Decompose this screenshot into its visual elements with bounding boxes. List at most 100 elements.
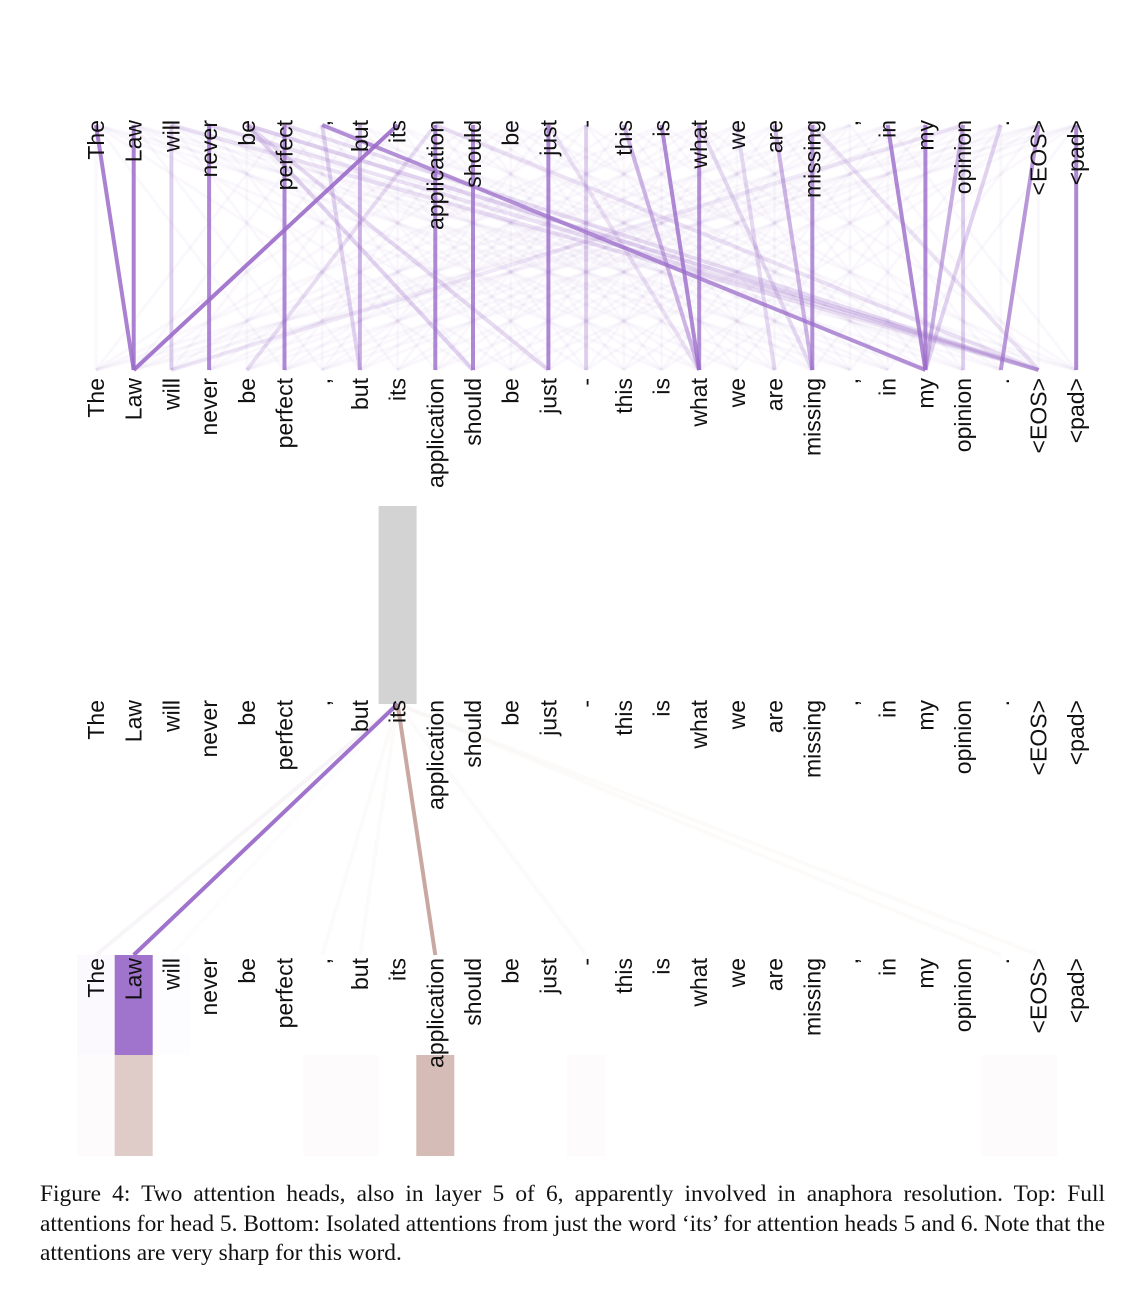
attention-weight-cells — [77, 955, 455, 1156]
bottom-key-token-19: missing — [799, 958, 825, 1036]
head6-weight-cell-0 — [77, 1055, 115, 1156]
attention-link-26 — [320, 124, 362, 371]
its-query-highlight — [378, 506, 417, 704]
top-target-token-19: missing — [799, 378, 825, 456]
attention-link-faint — [622, 124, 814, 371]
top-source-token-18: are — [762, 120, 788, 153]
attention-link-faint — [434, 123, 1002, 372]
top-source-token-22: my — [912, 120, 938, 151]
bottom-key-token-17: we — [724, 958, 750, 988]
attention-link-faint — [585, 123, 964, 372]
attention-link-faint — [547, 123, 927, 372]
bottom-query-token-24: . — [988, 700, 1014, 706]
attention-figure: The Law will never be perfect, but its applicati… — [77, 119, 1090, 1156]
top-source-token-14: this — [611, 120, 637, 156]
attention-link-faint — [283, 123, 851, 372]
top-source-token-20: , — [837, 120, 863, 126]
attention-link-faint — [660, 123, 1040, 372]
attention-link-faint — [132, 124, 324, 371]
top-target-token-18: are — [762, 378, 788, 411]
attention-link-faint — [547, 124, 739, 371]
attention-link-12 — [659, 124, 702, 371]
attention-link-faint — [133, 123, 700, 372]
top-target-token-21: in — [875, 378, 901, 396]
bottom-query-token-26: <pad> — [1063, 700, 1089, 765]
top-target-token-15: is — [649, 378, 675, 395]
attention-link-faint — [735, 124, 927, 371]
attention-link-faint — [660, 123, 1040, 372]
bottom-query-token-2: will — [158, 700, 184, 733]
top-target-token-9: application — [422, 378, 448, 488]
attention-link-faint — [321, 123, 889, 372]
bottom-key-token-5: perfect — [272, 957, 298, 1028]
bottom-key-token-6: , — [309, 958, 335, 964]
attention-link-faint — [170, 123, 738, 372]
top-target-token-5: perfect — [272, 377, 298, 448]
bottom-key-token-14: this — [611, 958, 637, 994]
attention-link-32 — [170, 123, 1040, 372]
full-attention-panel-head-5: The Law will never be perfect, but its applicati… — [83, 119, 1089, 488]
top-source-token-21: in — [875, 120, 901, 138]
bottom-key-token-15: is — [649, 958, 675, 975]
attention-link-faint — [208, 123, 964, 372]
bottom-key-token-18: are — [762, 958, 788, 991]
bottom-key-token-11: be — [498, 958, 524, 984]
bottom-panel-query-tokens: The Law will never be perfect, but its applicati… — [83, 699, 1089, 810]
attention-link-faint — [434, 123, 1002, 372]
attention-link-30 — [434, 123, 1040, 372]
attention-link-29 — [923, 124, 1003, 371]
top-target-token-3: never — [196, 378, 222, 436]
attention-link-36 — [170, 123, 964, 372]
top-target-token-2: will — [158, 378, 184, 411]
top-target-token-14: this — [611, 378, 637, 414]
top-target-token-24: . — [988, 378, 1014, 384]
top-target-token-0: The — [83, 378, 109, 418]
top-panel-source-tokens: The Law will never be perfect, but its applicati… — [83, 119, 1089, 230]
attention-link-faint — [321, 123, 701, 372]
attention-link-faint — [207, 124, 399, 371]
attention-link-faint — [358, 124, 550, 371]
attention-link-28 — [734, 124, 777, 371]
bottom-panel-key-tokens: The Law will never be perfect, but its applicati… — [83, 957, 1089, 1068]
attention-link-faint — [245, 124, 437, 371]
attention-link-faint — [396, 123, 776, 372]
bottom-query-token-15: is — [649, 700, 675, 717]
attention-link-17 — [885, 124, 928, 371]
head5-weight-cell-1 — [114, 955, 153, 1055]
attention-link-faint — [95, 123, 1039, 372]
top-target-token-1: Law — [121, 378, 147, 421]
attention-link-faint — [246, 123, 813, 372]
attention-link-faint — [132, 123, 512, 372]
bottom-query-token-4: be — [234, 700, 260, 726]
top-target-token-7: but — [347, 377, 373, 410]
top-target-token-16: what — [686, 377, 712, 427]
attention-link-faint — [359, 123, 926, 372]
bottom-query-token-13: - — [573, 700, 599, 708]
bottom-key-token-3: never — [196, 958, 222, 1016]
bottom-key-token-16: what — [686, 957, 712, 1007]
bottom-query-token-6: , — [309, 700, 335, 706]
attention-link-faint — [698, 123, 1078, 372]
top-target-token-13: - — [573, 378, 599, 386]
attention-link-faint — [471, 124, 663, 371]
bottom-key-token-21: in — [875, 958, 901, 976]
bottom-query-token-25: <EOS> — [1026, 700, 1052, 775]
attention-link-23 — [245, 123, 475, 372]
bottom-query-token-5: perfect — [272, 699, 298, 770]
attention-link-faint — [660, 124, 852, 371]
attention-link-faint — [472, 123, 1040, 372]
bottom-key-token-12: just — [535, 957, 561, 994]
attention-link-faint — [321, 123, 889, 372]
top-source-token-4: be — [234, 120, 260, 146]
attention-link-33 — [208, 123, 1040, 372]
bottom-query-token-0: The — [83, 700, 109, 740]
bottom-query-token-19: missing — [799, 700, 825, 778]
attention-link-faint — [283, 123, 851, 372]
attention-link-19 — [923, 124, 966, 371]
top-target-token-6: , — [309, 378, 335, 384]
attention-link-35 — [810, 123, 1040, 372]
top-target-token-22: my — [912, 378, 938, 409]
attention-link-faint — [283, 124, 475, 371]
top-target-token-25: <EOS> — [1026, 378, 1052, 453]
top-source-token-8: its — [385, 120, 411, 143]
